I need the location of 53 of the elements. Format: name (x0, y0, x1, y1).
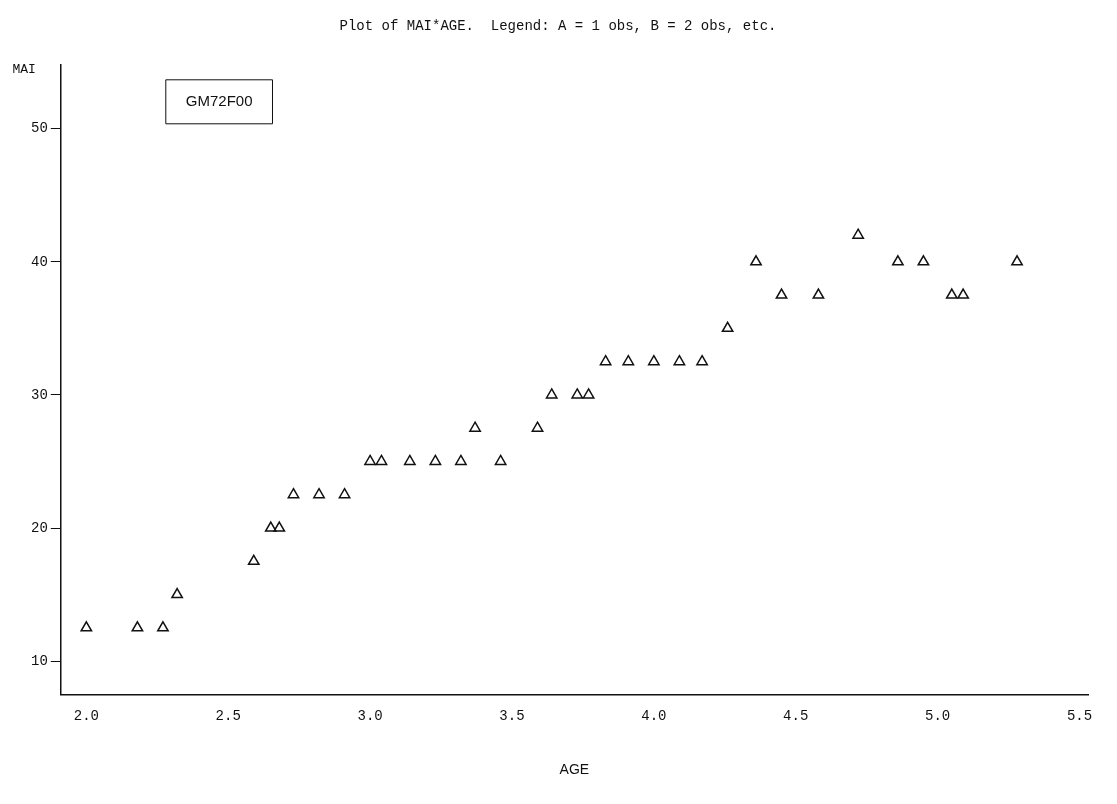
point (403, 454, 416, 466)
point (917, 255, 930, 266)
y-tick-label: 50 (30, 120, 48, 137)
point (364, 454, 377, 466)
point (721, 321, 734, 333)
point (582, 388, 595, 399)
point (469, 421, 482, 432)
chart-title: Plot of MAI*AGE. Legend: A = 1 obs, B = 2 obs, etc. (339, 18, 777, 35)
point (247, 554, 260, 566)
point (429, 454, 442, 466)
x-tick-label: 5.0 (925, 707, 951, 724)
point (622, 354, 635, 366)
point (313, 487, 325, 499)
x-tick-label: 5.5 (1066, 707, 1093, 724)
point (957, 288, 970, 299)
x-tick-label: 2.0 (73, 707, 99, 724)
point (545, 388, 558, 399)
x-tick-label: 4.0 (641, 707, 667, 724)
point (494, 454, 507, 466)
point (673, 354, 686, 366)
point (338, 487, 351, 499)
point (171, 587, 184, 599)
point (531, 421, 544, 432)
x-tick-label: 3.0 (357, 707, 383, 724)
x-tick-label: 4.5 (783, 707, 809, 724)
annotation: GM72F00 (185, 91, 253, 109)
point (599, 354, 612, 366)
point (1011, 255, 1024, 266)
point (750, 255, 762, 266)
point (157, 621, 169, 632)
y-tick-label: 40 (30, 253, 48, 270)
point (775, 288, 788, 299)
y-axis-title: MAI (12, 62, 36, 78)
point (273, 521, 286, 532)
point (812, 288, 825, 299)
point (852, 228, 865, 239)
y-tick-label: 10 (30, 652, 48, 669)
y-tick-label: 20 (30, 519, 48, 536)
point (891, 255, 904, 266)
y-tick-label: 30 (30, 386, 48, 403)
point (454, 454, 467, 466)
x-tick-label: 3.5 (499, 707, 525, 724)
point (264, 521, 277, 532)
point (696, 354, 709, 366)
point (80, 621, 93, 632)
point (131, 621, 144, 632)
point (647, 354, 660, 366)
x-tick-label: 2.5 (215, 707, 241, 724)
point (945, 288, 958, 299)
x-axis-title: AGE (559, 761, 590, 778)
point (571, 388, 584, 399)
point (375, 454, 388, 466)
point (287, 487, 300, 499)
